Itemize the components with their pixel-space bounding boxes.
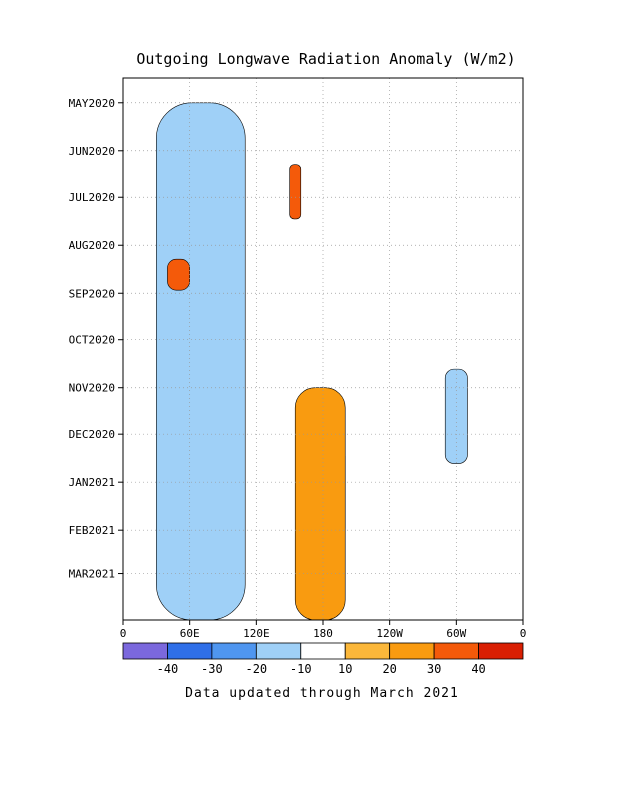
colorbar-label: -10 [290,662,312,676]
y-tick-label: FEB2021 [69,524,115,537]
colorbar: -40 -30 -20 -10 10 20 30 40 [122,642,524,676]
colorbar-label: 30 [427,662,441,676]
colorbar-label: -20 [245,662,267,676]
x-tick-label: 0 [120,627,127,640]
grid-lines [123,78,523,620]
colorbar-swatch [389,642,435,660]
colorbar-swatch [433,642,479,660]
colorbar-swatch [211,642,257,660]
colorbar-swatch [344,642,391,660]
x-tick-label: 0 [520,627,527,640]
x-tick-label: 60W [446,627,466,640]
x-axis: 0 60E 120E 180 120W 60W 0 [120,620,527,640]
x-tick-label: 60E [180,627,200,640]
x-tick-label: 180 [313,627,333,640]
y-tick-label: JUL2020 [69,191,115,204]
y-tick-label: JUN2020 [69,145,115,158]
x-tick-label: 120E [243,627,270,640]
chart-title: Outgoing Longwave Radiation Anomaly (W/m… [136,50,515,68]
colorbar-swatch [478,642,524,660]
x-tick-label: 120W [376,627,403,640]
y-tick-label: MAR2021 [69,568,115,581]
y-tick-label: NOV2020 [69,382,115,395]
y-tick-label: DEC2020 [69,428,115,441]
anomaly-region [444,368,468,464]
y-tick-label: AUG2020 [69,239,115,252]
colorbar-swatch [122,642,168,660]
colorbar-label: -40 [157,662,179,676]
y-tick-label: OCT2020 [69,334,115,347]
colorbar-swatch [167,642,213,660]
y-tick-label: JAN2021 [69,476,115,489]
colorbar-swatch [300,642,346,660]
anomaly-region [289,164,302,220]
colorbar-label: 40 [471,662,485,676]
y-tick-label: MAY2020 [69,97,115,110]
anomaly-region [294,387,346,620]
footnote: Data updated through March 2021 [185,686,459,701]
colorbar-swatch [255,642,302,660]
anomaly-region [167,258,190,291]
anomaly-field [156,102,468,620]
colorbar-label: 10 [338,662,352,676]
y-axis: MAY2020 JUN2020 JUL2020 AUG2020 SEP2020 OCT20… [69,97,123,581]
y-tick-label: SEP2020 [69,287,115,300]
anomaly-region [156,102,246,620]
colorbar-label: -30 [201,662,223,676]
colorbar-label: 20 [382,662,396,676]
